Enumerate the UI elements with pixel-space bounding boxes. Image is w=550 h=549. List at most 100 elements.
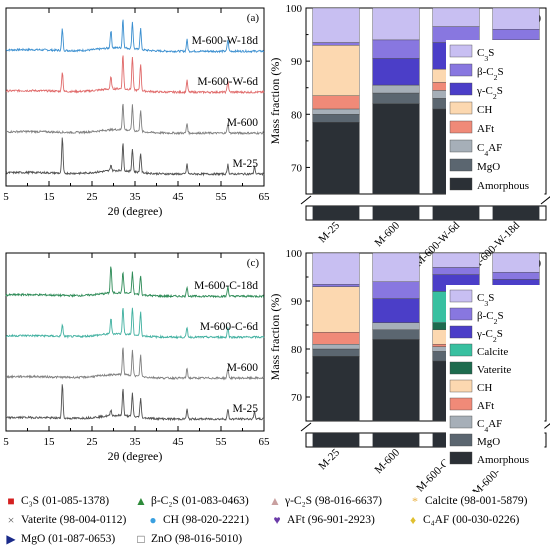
plot-frame <box>305 7 547 195</box>
x-tick-label: 25 <box>87 436 99 448</box>
xrd-trace <box>5 384 265 422</box>
legend-entry: MgO <box>477 436 500 448</box>
legend-swatch <box>449 139 473 153</box>
legend-item-calcite: * Calcite (98-001-5879) <box>408 492 528 510</box>
legend-swatch <box>449 415 473 429</box>
bar-segment <box>372 7 420 41</box>
bar-segment-lower <box>432 206 480 220</box>
legend-swatch <box>449 120 473 134</box>
x-tick-label: 15 <box>44 191 56 203</box>
xrd-trace <box>5 137 265 177</box>
category-label: M-25 <box>316 446 342 472</box>
legend-entry: MgO <box>477 161 500 173</box>
x-tick-label: 5 <box>3 191 9 203</box>
bar-segment <box>312 344 360 350</box>
legend-label: Vaterite (98-004-0112) <box>21 514 127 526</box>
bar-segment <box>492 252 540 273</box>
beta-c2s-marker-icon: ▲ <box>135 494 147 508</box>
legend-swatch <box>449 433 473 447</box>
xrd-trace <box>5 19 265 54</box>
legend-swatch <box>449 343 473 357</box>
x-axis-title: 2θ (degree) <box>108 449 163 463</box>
legend-entry: Amorphous <box>477 180 529 192</box>
bar-segment <box>372 281 420 299</box>
y-tick-label: 90 <box>291 56 303 68</box>
xrd-trace <box>5 307 265 340</box>
legend-item-ch: ● CH (98-020-2221) <box>146 511 249 529</box>
y-tick-label: 100 <box>286 3 303 15</box>
xrd-trace <box>5 347 265 381</box>
category-label: M-25 <box>316 219 342 245</box>
bar-segment <box>492 29 540 41</box>
legend-item-c4af: ♦ C₄AF (00-030-0226) <box>406 511 519 529</box>
x-tick-label: 65 <box>259 191 271 203</box>
legend-swatch <box>449 325 473 339</box>
series-label: M-25 <box>232 403 258 415</box>
y-axis-title: Mass fraction (%) <box>268 58 282 145</box>
bar-segment <box>432 267 480 275</box>
legend-item-gamma-c2s: ▲ γ-C₂S (98-016-6637) <box>268 492 382 510</box>
legend-swatch <box>449 177 473 191</box>
legend-swatch <box>449 307 473 321</box>
xrd-panel-a: 5 15 25 35 45 55 65 2θ (degree) (a) M-600-W-18d M-… <box>3 7 271 218</box>
bar-segment <box>432 7 480 27</box>
legend-label: CH (98-020-2221) <box>163 514 249 526</box>
bar-segment <box>492 272 540 280</box>
bar-segment <box>312 114 360 123</box>
axis-break-mark <box>300 422 312 432</box>
series-label: M-600-W-6d <box>197 76 258 88</box>
panel-tag: (a) <box>247 12 260 24</box>
legend-entry: β-C2S <box>477 66 504 82</box>
bar-segment <box>372 58 420 86</box>
aft-marker-icon: ♥ <box>273 513 281 527</box>
x-tick-label: 15 <box>44 436 56 448</box>
y-axis-title: Mass fraction (%) <box>268 294 282 381</box>
plot-frame-lower <box>305 205 547 221</box>
series-label: M-600 <box>227 117 259 129</box>
legend-swatch <box>449 101 473 115</box>
bar-segment-lower <box>372 206 420 220</box>
bar-segment <box>312 286 360 333</box>
legend-entry: C4AF <box>477 142 502 158</box>
y-tick-label: 70 <box>291 392 303 404</box>
legend-label: AFt (96-901-2923) <box>287 514 375 526</box>
bar-segment <box>312 95 360 110</box>
figure: 5 15 25 35 45 55 65 2θ (degree) (a) M-600-W-18d M-… <box>3 3 550 492</box>
legend-entry: CH <box>477 104 492 116</box>
y-tick-label: 80 <box>291 109 303 121</box>
legend-entry: γ-C2S <box>476 328 503 344</box>
series-label: M-600-W-18d <box>192 35 259 47</box>
xrd-trace <box>5 55 265 95</box>
y-tick-label: 80 <box>291 344 303 356</box>
legend-entry: Calcite <box>477 346 508 358</box>
xrd-panel-c: 5 15 25 35 45 55 65 2θ (degree) (c) M-600-C-18d M-… <box>3 252 271 463</box>
legend-swatch <box>449 289 473 303</box>
bar-segment <box>432 252 480 268</box>
category-label: M-600 <box>372 446 402 476</box>
category-label: M-600 <box>372 219 402 249</box>
legend-label: β-C₂S (01-083-0463) <box>151 495 249 507</box>
legend-item-aft: ♥ AFt (96-901-2923) <box>270 511 375 529</box>
bar-segment <box>372 329 420 340</box>
bar-segment <box>372 39 420 59</box>
bar-segment <box>312 348 360 357</box>
bar-segment-lower <box>312 433 360 447</box>
x-tick-label: 5 <box>3 436 9 448</box>
bar-segment <box>312 45 360 96</box>
bar-segment <box>312 7 360 43</box>
legend-swatch <box>449 397 473 411</box>
bar-segment-lower <box>492 206 540 220</box>
legend-item-mgo: ▶ MgO (01-087-0653) <box>4 530 115 548</box>
mgo-marker-icon: ▶ <box>6 532 16 546</box>
xrd-trace <box>5 103 265 136</box>
x-tick-label: 65 <box>259 436 271 448</box>
legend-item-beta-c2s: ▲ β-C₂S (01-083-0463) <box>134 492 249 510</box>
legend-entry: C4AF <box>477 418 502 434</box>
legend-entry: AFt <box>477 400 494 412</box>
legend-swatch <box>449 158 473 172</box>
legend-entry: Amorphous <box>477 454 529 466</box>
legend-swatch <box>449 63 473 77</box>
legend-label: C₃S (01-085-1378) <box>21 495 110 507</box>
series-label: M-600-C-6d <box>200 321 258 333</box>
